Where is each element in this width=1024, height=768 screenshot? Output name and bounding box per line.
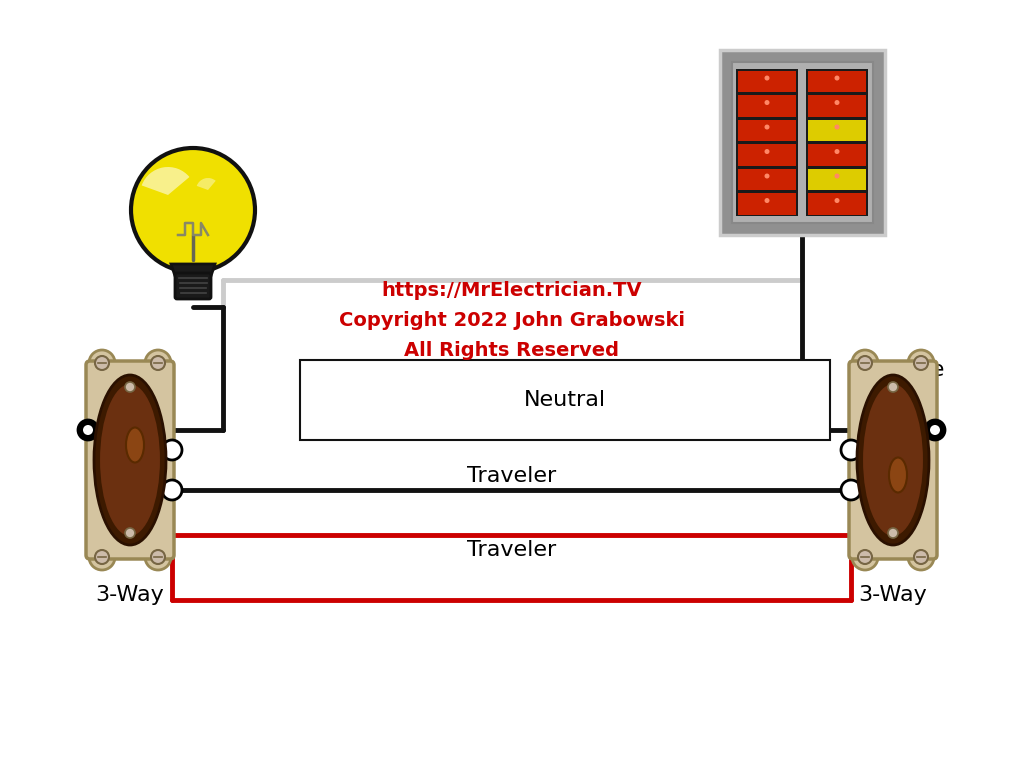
Bar xyxy=(808,193,866,214)
Text: 3-Way: 3-Way xyxy=(859,585,928,605)
Circle shape xyxy=(131,148,255,272)
Bar xyxy=(808,120,866,141)
Circle shape xyxy=(835,124,840,130)
Ellipse shape xyxy=(99,383,161,537)
Circle shape xyxy=(852,350,878,376)
Circle shape xyxy=(765,100,769,105)
Circle shape xyxy=(162,480,182,500)
Polygon shape xyxy=(171,264,215,276)
Circle shape xyxy=(930,425,940,435)
Circle shape xyxy=(95,356,109,370)
Circle shape xyxy=(95,550,109,564)
Circle shape xyxy=(765,198,769,203)
Circle shape xyxy=(914,550,928,564)
Ellipse shape xyxy=(889,458,907,492)
FancyBboxPatch shape xyxy=(175,273,211,299)
Circle shape xyxy=(858,356,872,370)
Bar xyxy=(738,120,796,141)
Circle shape xyxy=(765,174,769,178)
Circle shape xyxy=(151,356,165,370)
Text: Traveler: Traveler xyxy=(467,540,557,560)
Circle shape xyxy=(765,149,769,154)
FancyBboxPatch shape xyxy=(849,361,937,559)
Circle shape xyxy=(835,100,840,105)
Circle shape xyxy=(145,350,171,376)
Circle shape xyxy=(125,528,135,538)
Text: Load: Load xyxy=(110,360,164,380)
FancyBboxPatch shape xyxy=(86,361,174,559)
FancyBboxPatch shape xyxy=(720,50,885,235)
Circle shape xyxy=(908,544,934,570)
Bar xyxy=(808,71,866,92)
Circle shape xyxy=(925,420,945,440)
Text: Traveler: Traveler xyxy=(467,466,557,486)
Bar xyxy=(738,144,796,165)
Bar xyxy=(736,69,798,216)
Circle shape xyxy=(841,440,861,460)
Circle shape xyxy=(835,198,840,203)
Text: https://MrElectrician.TV: https://MrElectrician.TV xyxy=(382,280,642,300)
Text: All Rights Reserved: All Rights Reserved xyxy=(404,340,620,359)
Circle shape xyxy=(888,528,898,538)
Circle shape xyxy=(162,440,182,460)
Bar xyxy=(732,62,873,223)
Circle shape xyxy=(888,382,898,392)
Bar xyxy=(738,95,796,117)
Circle shape xyxy=(78,420,98,440)
Text: Neutral: Neutral xyxy=(524,390,606,410)
Circle shape xyxy=(835,75,840,81)
Bar xyxy=(738,168,796,190)
Circle shape xyxy=(841,480,861,500)
Circle shape xyxy=(89,350,115,376)
Text: 3-Way: 3-Way xyxy=(95,585,165,605)
Bar xyxy=(738,193,796,214)
Circle shape xyxy=(858,550,872,564)
Ellipse shape xyxy=(94,375,166,545)
Ellipse shape xyxy=(862,383,924,537)
Circle shape xyxy=(125,382,135,392)
Circle shape xyxy=(908,350,934,376)
Circle shape xyxy=(852,544,878,570)
Circle shape xyxy=(89,544,115,570)
Ellipse shape xyxy=(857,375,929,545)
Circle shape xyxy=(765,124,769,130)
Circle shape xyxy=(765,75,769,81)
Circle shape xyxy=(145,544,171,570)
Bar xyxy=(806,69,868,216)
Bar xyxy=(808,95,866,117)
Bar xyxy=(808,144,866,165)
Circle shape xyxy=(835,174,840,178)
Bar xyxy=(300,360,830,440)
Ellipse shape xyxy=(126,428,144,462)
Text: Copyright 2022 John Grabowski: Copyright 2022 John Grabowski xyxy=(339,310,685,329)
Circle shape xyxy=(151,550,165,564)
Circle shape xyxy=(914,356,928,370)
Wedge shape xyxy=(197,178,216,190)
Bar xyxy=(808,168,866,190)
Wedge shape xyxy=(141,167,189,195)
Circle shape xyxy=(83,425,93,435)
Bar xyxy=(738,71,796,92)
Circle shape xyxy=(835,149,840,154)
Text: Line: Line xyxy=(899,360,945,380)
